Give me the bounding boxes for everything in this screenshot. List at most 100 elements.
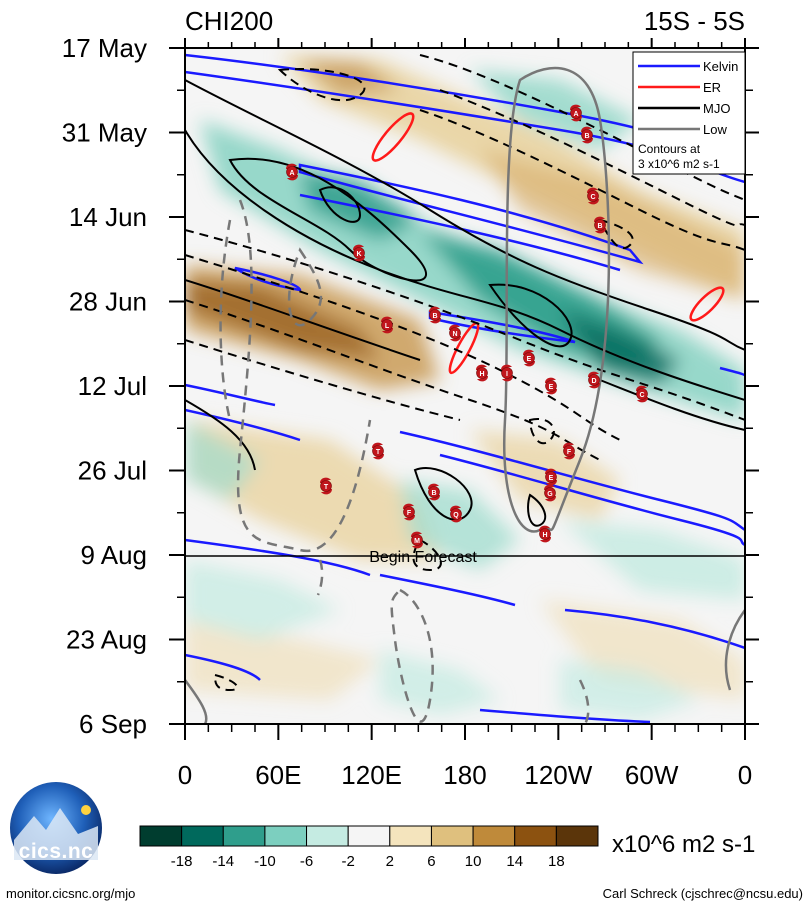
storm-label: H	[479, 371, 484, 378]
storm-label: T	[376, 449, 381, 456]
storm-label: E	[549, 475, 554, 482]
colorbar-swatch	[389, 825, 432, 847]
footer-right-credit: Carl Schreck (cjschrec@ncsu.edu)	[602, 886, 803, 901]
colorbar-units: x10^6 m2 s-1	[612, 831, 755, 858]
storm-marker: T	[372, 442, 384, 460]
x-tick-label: 0	[738, 760, 752, 790]
colorbar-swatch	[347, 825, 391, 847]
storm-label: B	[431, 490, 436, 497]
storm-marker: G	[544, 484, 556, 502]
low-contours	[185, 66, 745, 724]
storm-symbol	[476, 367, 488, 379]
cicsnc-logo	[10, 782, 102, 874]
colorbar-label: 14	[506, 853, 523, 870]
legend-label: MJO	[703, 101, 730, 116]
storm-marker: D	[588, 371, 600, 389]
x-tick-label: 60W	[625, 760, 679, 790]
storm-symbol	[581, 129, 593, 141]
storm-marker: C	[636, 385, 648, 403]
colorbar-label: 6	[427, 853, 435, 870]
storm-marker: L	[381, 316, 393, 334]
y-tick-label: 17 May	[62, 33, 147, 63]
storm-label: A	[573, 111, 578, 118]
colorbar-label: -2	[342, 853, 355, 870]
colorbar-swatch	[555, 825, 599, 847]
storm-symbol	[320, 480, 332, 492]
storm-marker: C	[587, 187, 599, 205]
storm-marker: A	[570, 104, 582, 122]
storm-marker: E	[523, 349, 535, 367]
storm-marker: H	[539, 525, 551, 543]
colorbar-swatch	[222, 825, 266, 847]
storm-symbol	[501, 367, 513, 379]
storm-label: F	[407, 510, 412, 517]
colorbar-swatch	[139, 825, 183, 847]
title-right: 15S - 5S	[644, 6, 745, 36]
legend-note-2: 3 x10^6 m2 s-1	[638, 157, 720, 171]
storm-label: Q	[453, 512, 459, 519]
storm-marker: N	[449, 324, 461, 342]
storm-symbol	[545, 471, 557, 483]
legend: Kelvin ER MJO Low Contours at 3 x10^6 m2 s-…	[632, 51, 746, 175]
x-tick-label: 60E	[255, 760, 301, 790]
legend-note-1: Contours at	[638, 142, 701, 156]
y-tick-label: 31 May	[62, 118, 147, 148]
storm-label: E	[527, 356, 532, 363]
y-tick-label: 23 Aug	[66, 625, 147, 655]
mjo-contours	[185, 79, 745, 527]
storm-label: G	[547, 491, 553, 498]
storm-marker: B	[429, 306, 441, 324]
storm-label: I	[506, 371, 508, 378]
y-tick-label: 12 Jul	[78, 371, 147, 401]
storm-label: B	[584, 133, 589, 140]
storm-symbol	[539, 528, 551, 540]
storm-marker: B	[428, 483, 440, 501]
legend-label: Low	[703, 122, 727, 137]
colorbar: -18 -14 -10 -6 -2 2 6 10 14 18	[139, 825, 599, 870]
storm-label: B	[597, 223, 602, 230]
colorbar-swatch	[181, 825, 224, 847]
colorbar-swatch	[264, 825, 308, 847]
storm-label: T	[324, 484, 329, 491]
storm-symbol	[411, 534, 423, 546]
storm-label: L	[385, 323, 390, 330]
legend-label: ER	[703, 80, 721, 95]
storm-markers: A B C B A K B L N H I E E D C F E G H T T F B Q M	[286, 104, 648, 549]
colorbar-swatch	[514, 825, 557, 847]
storm-marker: I	[501, 364, 513, 382]
storm-symbol	[523, 352, 535, 364]
y-tick-label: 6 Sep	[79, 709, 147, 739]
storm-symbol	[429, 309, 441, 321]
storm-marker: F	[403, 503, 415, 521]
colorbar-label: -6	[300, 853, 313, 870]
storm-label: K	[356, 251, 361, 258]
storm-label: M	[414, 538, 420, 545]
storm-label: C	[590, 194, 595, 201]
storm-symbol	[587, 190, 599, 202]
colorbar-label: 10	[465, 853, 482, 870]
storm-label: H	[542, 532, 547, 539]
storm-symbol	[544, 487, 556, 499]
storm-marker: K	[353, 244, 365, 262]
storm-symbol	[428, 486, 440, 498]
storm-marker: Q	[450, 505, 462, 523]
x-tick-label: 120W	[524, 760, 592, 790]
x-tick-label: 180	[443, 760, 486, 790]
axes: 0 60E 120E 180 120W 60W 0 17 May 31 May 14 Jun 28 …	[62, 33, 759, 790]
storm-symbol	[450, 508, 462, 520]
contour-lines	[185, 53, 745, 724]
storm-marker: H	[476, 364, 488, 382]
storm-symbol	[449, 327, 461, 339]
x-tick-label: 120E	[341, 760, 402, 790]
storm-label: N	[452, 331, 457, 338]
y-tick-label: 28 Jun	[69, 287, 147, 317]
y-tick-label: 26 Jul	[78, 456, 147, 486]
storm-marker: B	[594, 216, 606, 234]
mjo-dashed-contours	[185, 54, 745, 692]
footer-left-link[interactable]: monitor.cicsnc.org/mjo	[6, 886, 136, 901]
storm-symbol	[372, 445, 384, 457]
storm-marker: T	[320, 477, 332, 495]
forecast-label: Begin Forecast	[369, 549, 477, 566]
colorbar-swatch	[430, 825, 474, 847]
